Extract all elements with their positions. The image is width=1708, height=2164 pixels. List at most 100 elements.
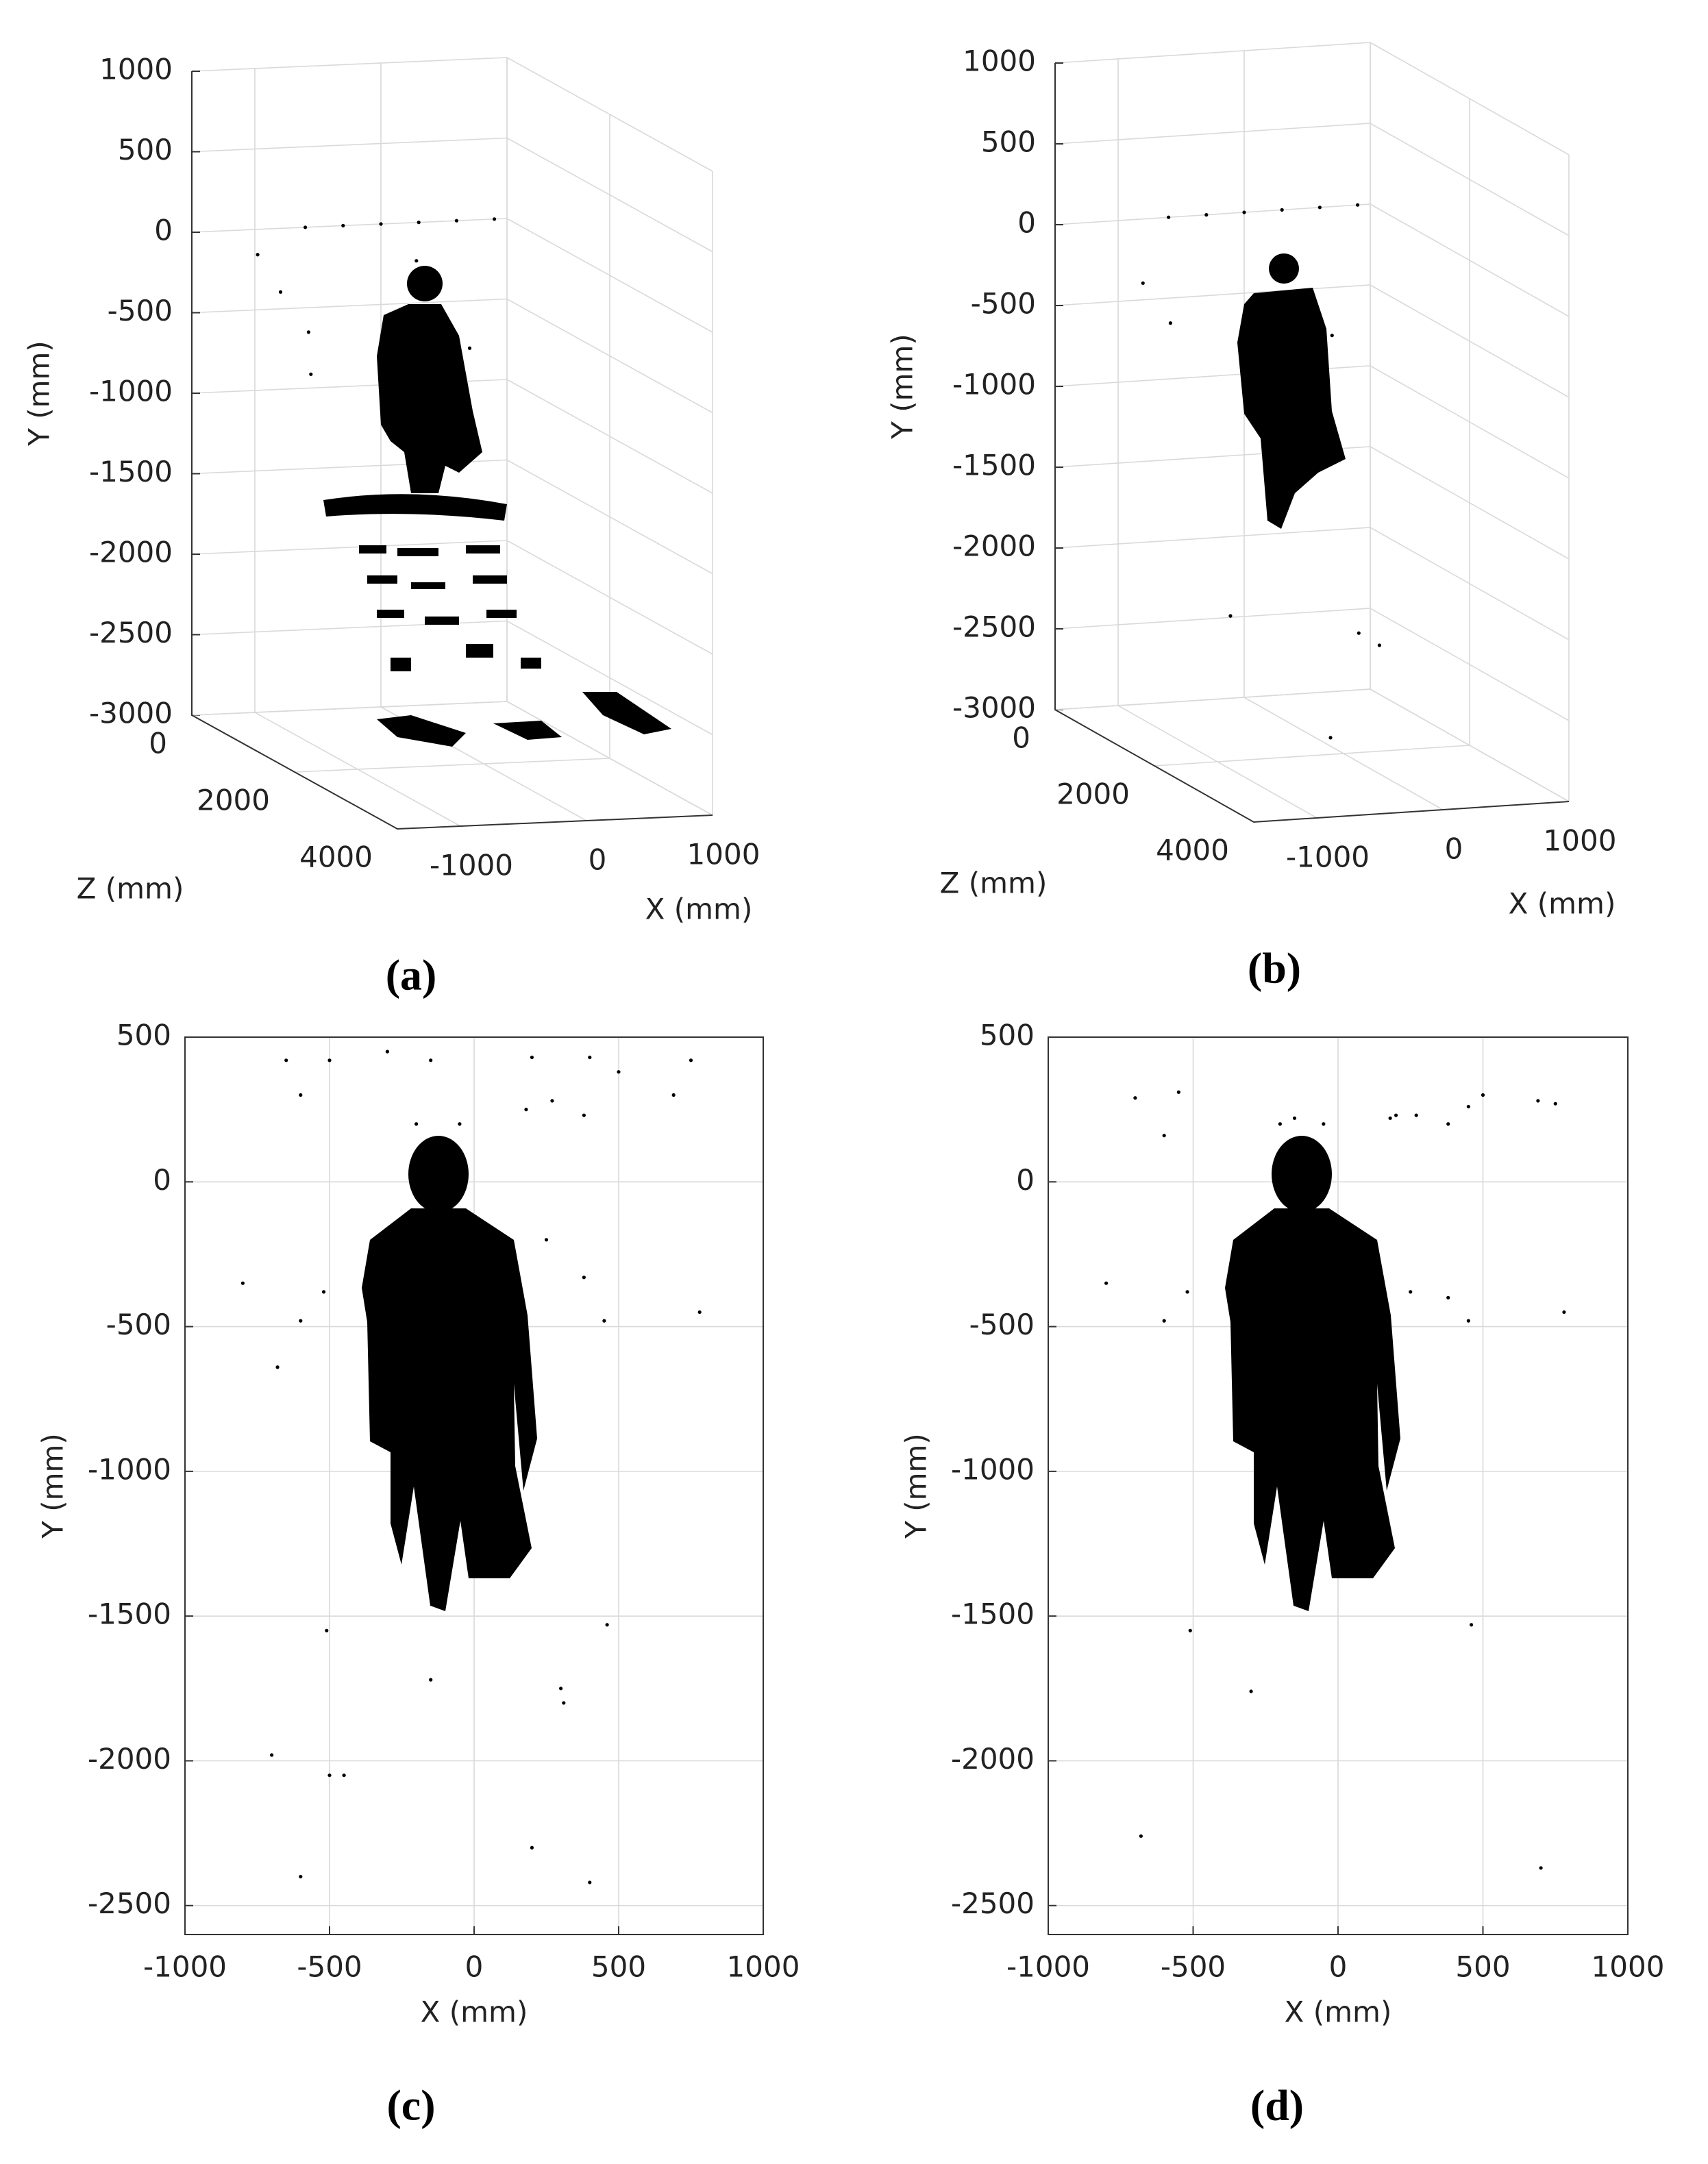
x-tick-label: -500	[297, 1950, 362, 1984]
grid-line	[294, 114, 610, 773]
point	[1162, 1134, 1166, 1138]
x-axis-label: X (mm)	[645, 893, 753, 926]
x-axis-label: X (mm)	[1285, 1995, 1392, 2029]
x-axis-label: X (mm)	[1509, 887, 1616, 921]
point	[1414, 1113, 1418, 1117]
silhouette	[359, 545, 541, 671]
x-tick-label: -1000	[1006, 1950, 1090, 1984]
grid-line	[1154, 99, 1470, 767]
point	[1322, 1122, 1326, 1126]
point	[617, 1070, 621, 1074]
point	[1328, 736, 1333, 740]
point	[304, 225, 308, 229]
x-tick-label: 1000	[727, 1950, 800, 1984]
y-tick-label: -1000	[88, 1452, 171, 1486]
y-tick-label: 1000	[99, 53, 173, 86]
point	[1394, 1113, 1398, 1117]
point	[524, 1108, 528, 1112]
point	[278, 290, 283, 294]
marks-layer: -3000 -2500 -2000 -1500 -1000 -500 0 500 1000 -10…	[23, 45, 1665, 2130]
z-axis-label: Z (mm)	[77, 872, 184, 906]
x-tick-label: 1000	[687, 838, 760, 871]
grid-layer	[184, 42, 1629, 1935]
point	[493, 217, 497, 221]
point	[605, 1623, 609, 1627]
point	[429, 1058, 433, 1062]
point	[342, 1773, 346, 1778]
y-tick-label: -1000	[89, 375, 173, 408]
point	[299, 1319, 303, 1323]
point	[1104, 1281, 1109, 1285]
point	[284, 1058, 288, 1062]
silhouette	[377, 304, 482, 493]
z-tick-label: 4000	[1156, 834, 1229, 867]
point	[1388, 1116, 1392, 1120]
point	[270, 1753, 274, 1757]
point	[240, 1281, 245, 1285]
point	[697, 1310, 702, 1315]
point	[1185, 1290, 1189, 1294]
point	[559, 1687, 563, 1691]
axis-line	[191, 71, 713, 830]
x-tick-label: 1000	[1544, 824, 1617, 858]
y-axis-label: Y (mm)	[886, 334, 919, 440]
y-tick-label: -3000	[952, 691, 1036, 725]
y-tick-label: -1500	[951, 1597, 1035, 1631]
point	[321, 1290, 326, 1294]
y-tick-label: -1000	[951, 1452, 1035, 1486]
point	[1249, 1689, 1253, 1693]
point-cloud-silhouettes	[323, 253, 1400, 1611]
y-tick-label: 0	[1017, 206, 1036, 240]
x-tick-label: 0	[1445, 832, 1463, 866]
x-tick-label: 500	[1455, 1950, 1510, 1984]
point	[1278, 1122, 1282, 1126]
point	[1168, 321, 1172, 325]
point	[1176, 1090, 1180, 1094]
point	[1446, 1295, 1450, 1299]
point	[1481, 1093, 1485, 1097]
y-tick-label: -2000	[88, 1742, 171, 1776]
silhouette	[323, 494, 507, 521]
point	[1307, 312, 1311, 316]
y-tick-label: 0	[153, 1163, 171, 1197]
grid-line	[1054, 42, 1371, 710]
point	[417, 221, 421, 225]
point	[385, 1049, 390, 1054]
point	[582, 1276, 586, 1280]
point	[299, 1093, 303, 1097]
y-tick-label: -2500	[952, 610, 1036, 644]
point	[325, 1628, 329, 1632]
point	[562, 1701, 566, 1705]
point	[530, 1845, 534, 1850]
point	[275, 1365, 280, 1369]
y-tick-label: -2000	[951, 1742, 1035, 1776]
silhouette	[1272, 1136, 1332, 1212]
point	[1292, 1116, 1297, 1120]
x-tick-label: 0	[1329, 1950, 1348, 1984]
point	[602, 1319, 606, 1323]
point	[1536, 1099, 1540, 1103]
point	[1167, 215, 1171, 219]
y-tick-label: -1500	[88, 1597, 171, 1631]
point	[530, 1055, 534, 1060]
point	[1330, 334, 1334, 338]
point	[306, 330, 310, 334]
y-tick-label: -2500	[88, 1887, 171, 1920]
z-tick-label: 4000	[299, 841, 373, 874]
y-tick-label: 500	[118, 133, 173, 166]
x-tick-label: 0	[465, 1950, 484, 1984]
caption: (a)	[386, 951, 437, 999]
y-tick-label: -2500	[89, 616, 173, 649]
y-tick-label: -2000	[952, 530, 1036, 563]
y-tick-label: -1500	[89, 455, 173, 488]
x-tick-label: 500	[591, 1950, 646, 1984]
point	[1553, 1102, 1557, 1106]
x-axis-label: X (mm)	[421, 1995, 528, 2029]
y-tick-label: 500	[981, 125, 1036, 159]
point	[458, 1122, 462, 1126]
x-tick-label: -1000	[143, 1950, 227, 1984]
point	[309, 372, 313, 376]
y-axis-label: Y (mm)	[900, 1433, 933, 1539]
point	[1317, 206, 1322, 210]
